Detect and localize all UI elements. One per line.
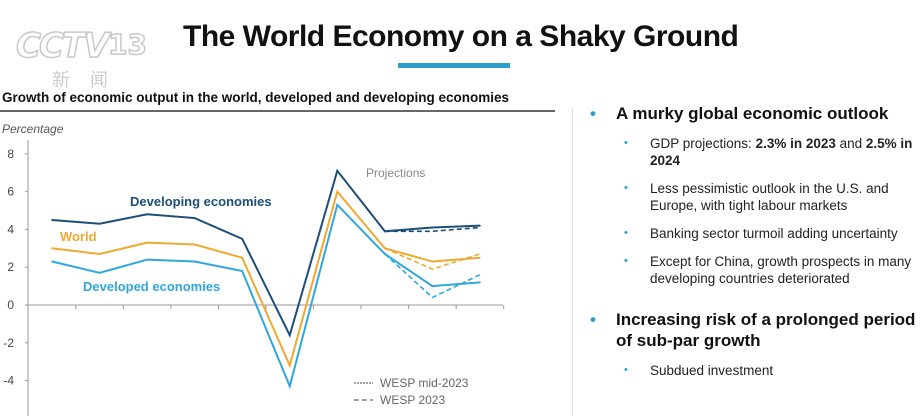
data-point bbox=[51, 260, 53, 263]
cctv13-logo: CCTV 13 新闻 bbox=[12, 25, 152, 91]
data-point bbox=[479, 256, 481, 259]
section-heading: • A murky global economic outlook bbox=[590, 103, 920, 124]
series-line-developed-economies bbox=[51, 202, 481, 390]
column-divider bbox=[572, 108, 573, 416]
series-line-world bbox=[51, 189, 481, 369]
heading-text: Increasing risk of a prolonged period of… bbox=[616, 310, 916, 350]
data-point bbox=[193, 243, 196, 246]
data-point bbox=[431, 226, 434, 229]
bold-figure: 2.5% in 2024 bbox=[650, 136, 913, 168]
data-point bbox=[479, 281, 481, 284]
y-tick-label: -4 bbox=[3, 374, 14, 388]
logo-chinese: 新闻 bbox=[52, 70, 128, 91]
sub-bullet: • Banking sector turmoil adding uncertain… bbox=[590, 225, 920, 242]
chart-title: Growth of economic output in the world, … bbox=[2, 90, 510, 105]
data-point bbox=[384, 253, 386, 255]
data-point bbox=[51, 219, 53, 221]
bullet-text: Less pessimistic outlook in the U.S. and… bbox=[650, 181, 889, 213]
data-point bbox=[288, 364, 291, 367]
key-points-panel: • A murky global economic outlook • GDP pro… bbox=[590, 103, 920, 379]
data-point bbox=[336, 170, 339, 172]
slide-title: The World Economy on a Shaky Ground bbox=[183, 20, 739, 53]
data-point bbox=[193, 260, 196, 263]
data-point bbox=[98, 222, 101, 225]
y-tick-label: -2 bbox=[3, 336, 14, 350]
label-developing: Developing economies bbox=[130, 194, 272, 209]
data-point bbox=[241, 270, 243, 272]
bullet-text: Except for China, growth prospects in ma… bbox=[650, 254, 912, 286]
sub-bullet: • Subdued investment bbox=[590, 362, 920, 379]
legend: WESP mid-2023 WESP 2023 bbox=[354, 376, 469, 407]
bullet-text: GDP projections: bbox=[650, 136, 756, 151]
bullet-text: Banking sector turmoil adding uncertaint… bbox=[650, 226, 898, 241]
data-point bbox=[51, 247, 53, 250]
bullet-icon: • bbox=[590, 310, 596, 329]
chart-title-rule bbox=[0, 110, 555, 112]
bullet-icon: • bbox=[624, 364, 628, 376]
data-point bbox=[431, 285, 434, 287]
bullet-text: and bbox=[835, 136, 866, 151]
title-underline bbox=[398, 63, 510, 68]
data-point bbox=[431, 260, 434, 263]
sub-bullet: • Except for China, growth prospects in m… bbox=[590, 253, 920, 287]
data-point bbox=[146, 241, 148, 244]
y-axis-label: Percentage bbox=[2, 122, 64, 136]
label-developed: Developed economies bbox=[83, 279, 220, 294]
data-point bbox=[98, 272, 101, 274]
legend-mid-2023: WESP mid-2023 bbox=[380, 376, 469, 390]
series-wesp2023-world bbox=[384, 247, 481, 270]
y-tick-label: 2 bbox=[7, 260, 14, 274]
y-tick-label: 0 bbox=[7, 298, 14, 312]
heading-text: A murky global economic outlook bbox=[616, 104, 889, 123]
logo-channel: 13 bbox=[107, 27, 147, 62]
sub-bullet: • Less pessimistic outlook in the U.S. an… bbox=[590, 180, 920, 214]
data-point bbox=[336, 204, 339, 206]
bullet-icon: • bbox=[624, 255, 628, 267]
data-point bbox=[146, 213, 148, 216]
bullet-icon: • bbox=[624, 137, 628, 149]
data-point bbox=[146, 258, 148, 261]
bullet-icon: • bbox=[624, 227, 628, 239]
bullet-icon: • bbox=[590, 104, 596, 123]
y-tick-label: 8 bbox=[7, 147, 14, 161]
bullet-icon: • bbox=[624, 182, 628, 194]
label-world: World bbox=[60, 229, 97, 244]
logo-brand: CCTV bbox=[15, 25, 110, 67]
projections-annotation: Projections bbox=[366, 166, 425, 180]
growth-chart: 8 6 4 2 0 -2 -4 Developing economies World Dev… bbox=[3, 140, 505, 416]
bold-figure: 2.3% in 2023 bbox=[755, 136, 836, 151]
data-point bbox=[193, 217, 196, 219]
data-point bbox=[479, 224, 481, 227]
data-point bbox=[241, 238, 243, 240]
data-point bbox=[384, 247, 386, 250]
data-point bbox=[241, 256, 243, 259]
section-heading: • Increasing risk of a prolonged period o… bbox=[590, 309, 920, 351]
series-line-developing-economies bbox=[51, 168, 480, 338]
data-point bbox=[336, 190, 339, 193]
data-point bbox=[288, 334, 291, 337]
legend-wesp2023: WESP 2023 bbox=[380, 393, 445, 407]
series-wesp2023-developed-economies bbox=[384, 253, 481, 299]
y-tick-label: 4 bbox=[7, 222, 14, 236]
y-tick-label: 6 bbox=[7, 185, 14, 199]
data-point bbox=[98, 253, 101, 255]
sub-bullet: • GDP projections: 2.3% in 2023 and 2.5% … bbox=[590, 135, 920, 169]
bullet-text: Subdued investment bbox=[650, 363, 774, 378]
data-point bbox=[288, 385, 291, 388]
data-point bbox=[384, 230, 386, 233]
